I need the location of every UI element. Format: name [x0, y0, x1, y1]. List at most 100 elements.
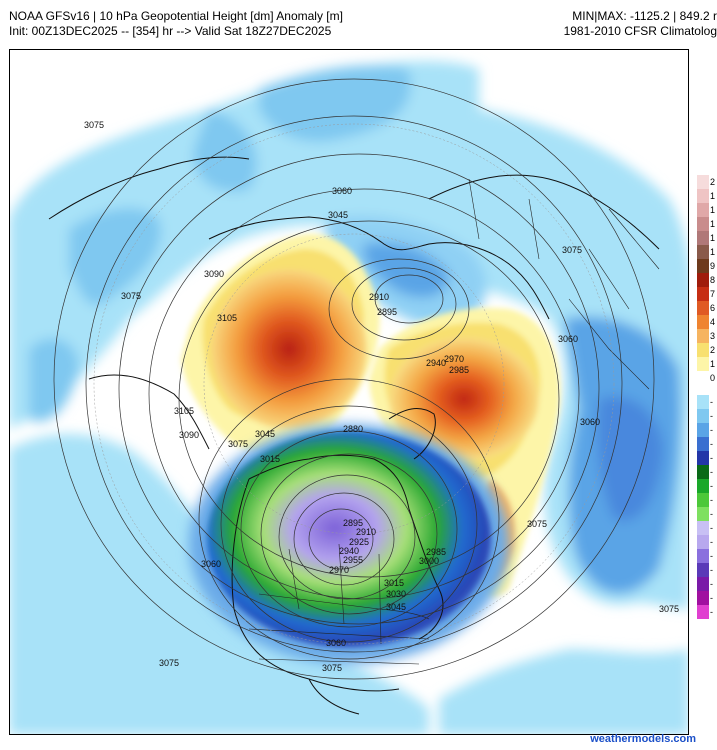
contour-label: 3075 — [562, 245, 582, 255]
colorbar-swatch — [697, 605, 709, 619]
colorbar-swatch — [697, 535, 709, 549]
climatology-label: 1981-2010 CFSR Climatolog — [563, 24, 717, 38]
contour-label: 3075 — [322, 663, 342, 673]
colorbar-swatch — [697, 577, 709, 591]
colorbar-swatch — [697, 343, 709, 357]
contour-label: 3015 — [384, 578, 404, 588]
colorbar-swatch — [697, 231, 709, 245]
contour-label: 3075 — [121, 291, 141, 301]
colorbar-tick-label: - — [710, 579, 713, 589]
colorbar-swatch — [697, 259, 709, 273]
contour-label: 2895 — [343, 518, 363, 528]
colorbar-tick-label: 1 — [710, 205, 716, 215]
contour-label: 3015 — [260, 454, 280, 464]
colorbar-swatch — [697, 357, 709, 371]
contour-label: 2925 — [349, 537, 369, 547]
anomaly-colorbar: 2 1 1 1 1 1 9 8 7 6 4 3 2 1 0 - - - - - - - - - - - - - - - - — [697, 175, 717, 645]
colorbar-swatch — [697, 395, 709, 409]
coastlines — [48, 156, 660, 715]
colorbar-swatch — [697, 591, 709, 605]
colorbar-swatch — [697, 437, 709, 451]
contour-label: 3045 — [386, 602, 406, 612]
contour-label: 3075 — [228, 439, 248, 449]
colorbar-tick-label: - — [710, 481, 713, 491]
colorbar-tick-label: 2 — [710, 345, 716, 355]
colorbar-tick-label: - — [710, 397, 713, 407]
contour-labels: 3075 3060 3045 3090 3075 3105 3105 3090 … — [84, 120, 679, 673]
colorbar-swatch — [697, 549, 709, 563]
colorbar-swatch — [697, 423, 709, 437]
contour-label: 2970 — [329, 565, 349, 575]
colorbar-tick-label: - — [710, 565, 713, 575]
contour-label: 2910 — [369, 292, 389, 302]
contour-label: 3105 — [174, 406, 194, 416]
contour-label: 3105 — [217, 313, 237, 323]
colorbar-swatch — [697, 329, 709, 343]
colorbar-tick-label: - — [710, 593, 713, 603]
colorbar-swatch — [697, 371, 709, 385]
contour-label: 3045 — [328, 210, 348, 220]
graticule — [93, 123, 615, 645]
colorbar-tick-label: - — [710, 537, 713, 547]
colorbar-tick-label: 1 — [710, 191, 716, 201]
credit-label: weathermodels.com — [590, 733, 696, 745]
colorbar-tick-label: - — [710, 551, 713, 561]
colorbar-tick-label: 8 — [710, 275, 716, 285]
map-title: NOAA GFSv16 | 10 hPa Geopotential Height… — [9, 9, 343, 23]
contour-label: 3075 — [159, 658, 179, 668]
colorbar-swatch — [697, 203, 709, 217]
map-panel: 3075 3060 3045 3090 3075 3105 3105 3090 … — [9, 49, 689, 735]
colorbar-tick-label: - — [710, 523, 713, 533]
contour-label: 3090 — [204, 269, 224, 279]
colorbar-tick-label: 1 — [710, 219, 716, 229]
colorbar-swatch — [697, 479, 709, 493]
contour-label: 3045 — [255, 429, 275, 439]
height-contours — [53, 78, 655, 680]
colorbar-tick-label: - — [710, 495, 713, 505]
contour-label: 2895 — [377, 307, 397, 317]
contour-label: 3075 — [659, 604, 679, 614]
contour-label: 2985 — [426, 547, 446, 557]
contour-label: 3060 — [580, 417, 600, 427]
colorbar-tick-label: - — [710, 453, 713, 463]
colorbar-swatch — [697, 521, 709, 535]
colorbar-swatch — [697, 563, 709, 577]
colorbar-swatch — [697, 287, 709, 301]
contour-label: 2970 — [444, 354, 464, 364]
contour-label: 3030 — [386, 589, 406, 599]
contour-label: 3075 — [84, 120, 104, 130]
contour-label: 3075 — [527, 519, 547, 529]
contour-label: 2910 — [356, 527, 376, 537]
colorbar-tick-label: 1 — [710, 247, 716, 257]
colorbar-swatch — [697, 493, 709, 507]
colorbar-tick-label: 4 — [710, 317, 716, 327]
contour-label: 2985 — [449, 365, 469, 375]
contour-label: 3000 — [419, 556, 439, 566]
colorbar-swatch — [697, 465, 709, 479]
colorbar-tick-label: 9 — [710, 261, 716, 271]
colorbar-swatch — [697, 409, 709, 423]
colorbar-swatch — [697, 189, 709, 203]
colorbar-tick-label: 1 — [710, 233, 716, 243]
colorbar-tick-label: - — [710, 439, 713, 449]
min-max-readout: MIN|MAX: -1125.2 | 849.2 r — [572, 9, 717, 23]
political-borders — [248, 178, 660, 665]
colorbar-tick-label: - — [710, 411, 713, 421]
colorbar-tick-label: - — [710, 607, 713, 617]
colorbar-tick-label: - — [710, 509, 713, 519]
colorbar-tick-label: 6 — [710, 303, 716, 313]
colorbar-swatch — [697, 315, 709, 329]
colorbar-swatch — [697, 217, 709, 231]
contour-label: 2955 — [343, 555, 363, 565]
colorbar-swatch — [697, 273, 709, 287]
colorbar-tick-label: 7 — [710, 289, 716, 299]
contour-label: 2940 — [339, 546, 359, 556]
colorbar-swatch — [697, 245, 709, 259]
colorbar-tick-label: - — [710, 425, 713, 435]
contour-label: 3090 — [179, 430, 199, 440]
colorbar-tick-label: 3 — [710, 331, 716, 341]
init-valid-line: Init: 00Z13DEC2025 -- [354] hr --> Valid… — [9, 24, 332, 38]
anomaly-map: 3075 3060 3045 3090 3075 3105 3105 3090 … — [9, 49, 689, 735]
colorbar-swatch — [697, 301, 709, 315]
polar-vortex-shading — [189, 424, 509, 664]
